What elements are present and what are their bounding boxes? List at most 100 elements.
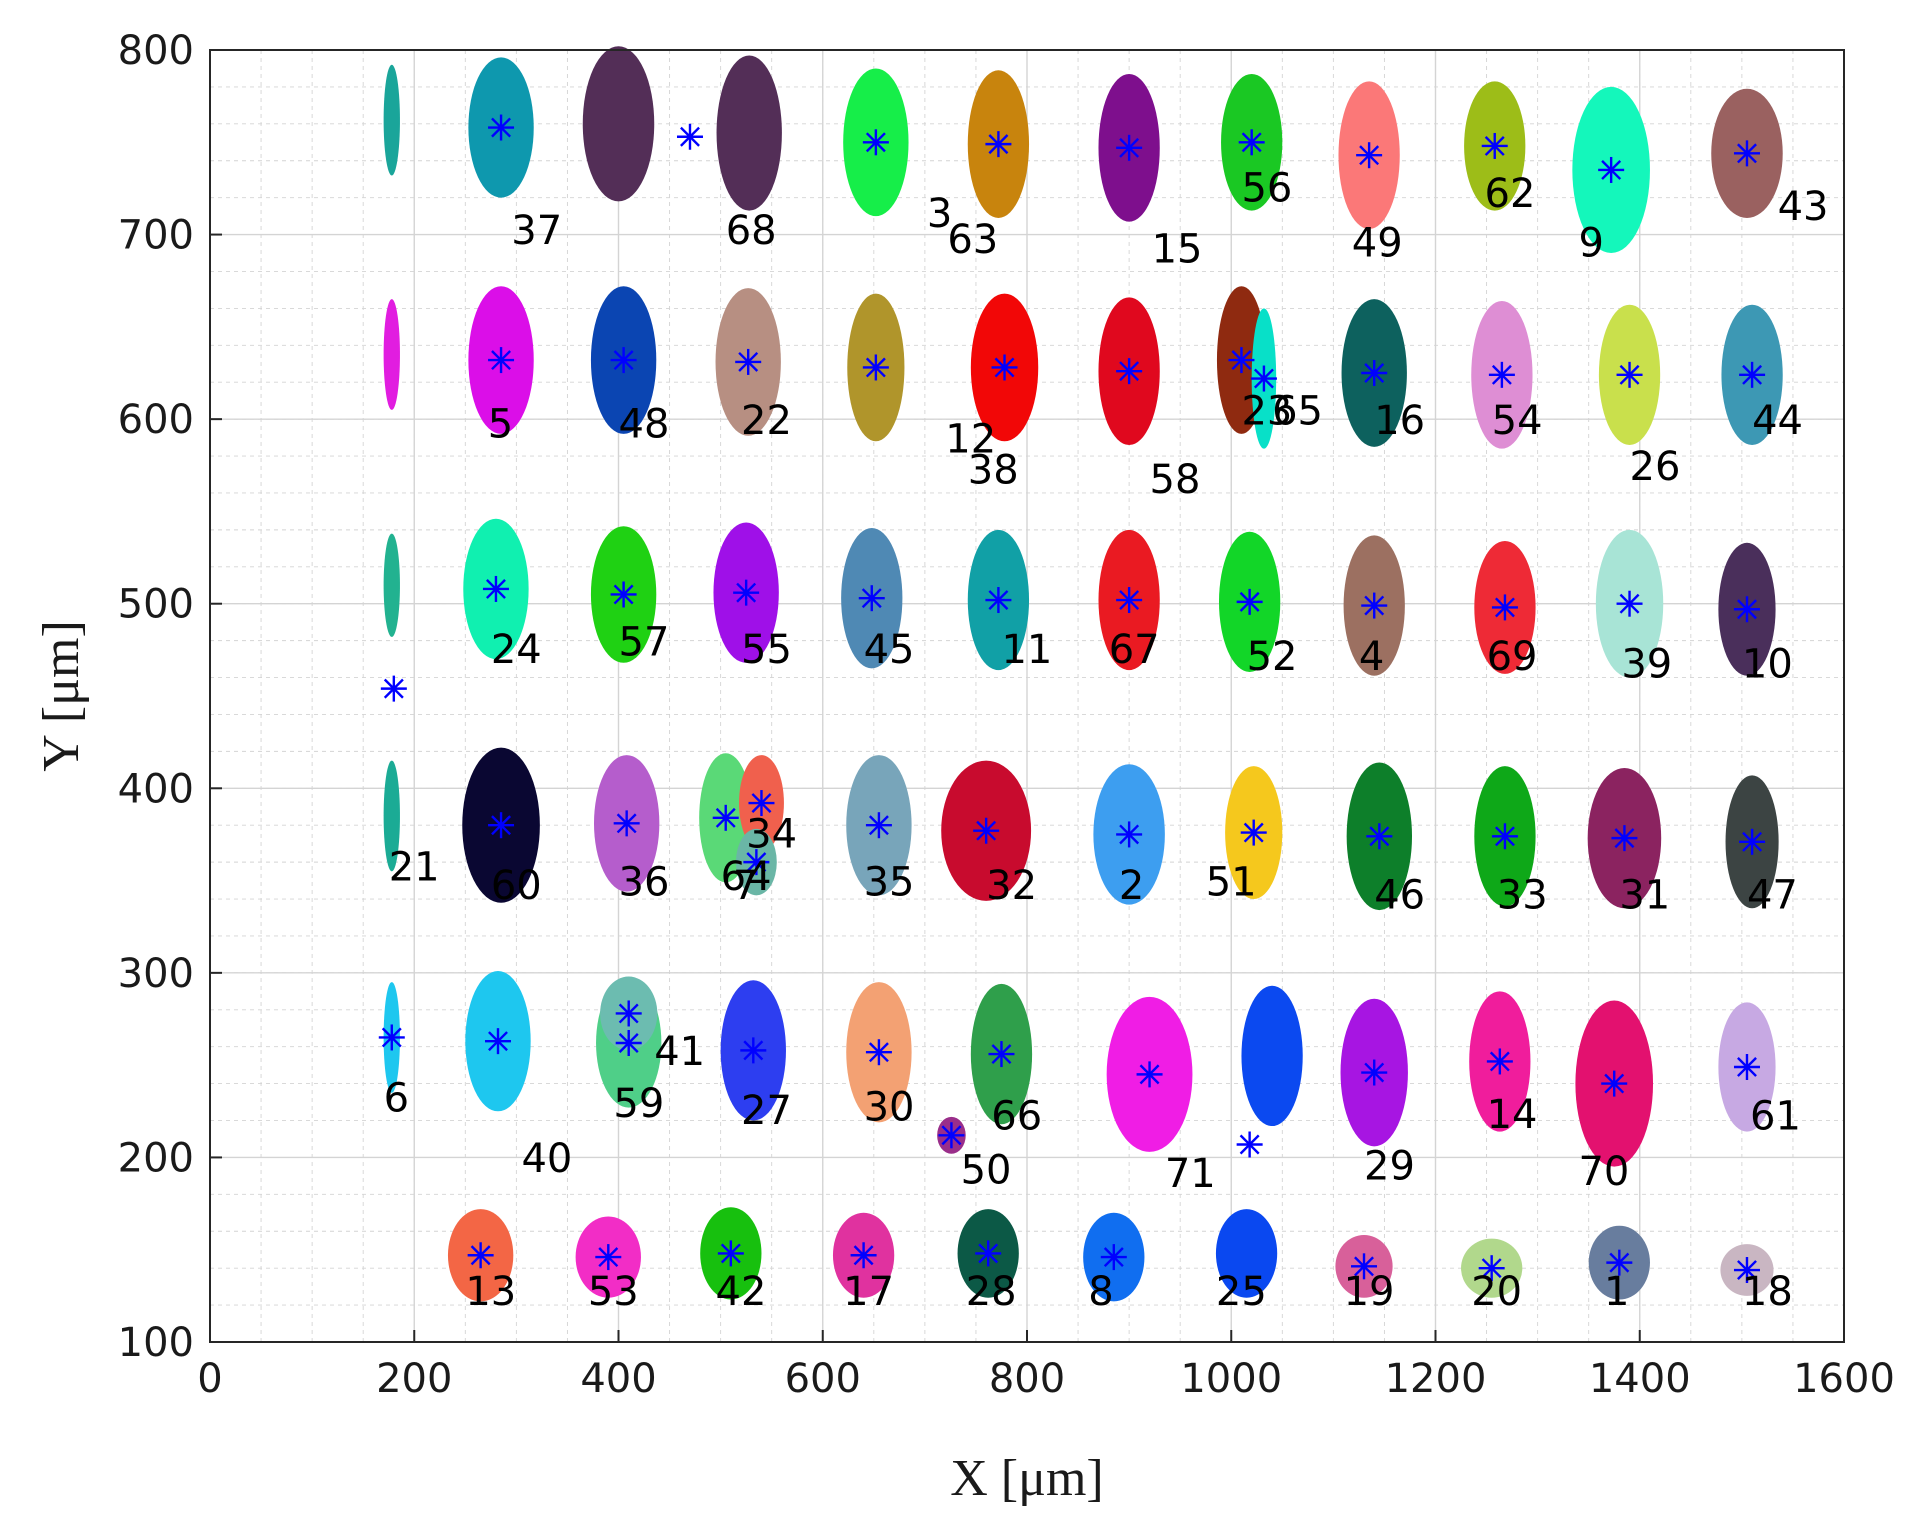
- cluster-label-52: 52: [1247, 634, 1298, 680]
- centroid-stroke: [1489, 1051, 1510, 1072]
- centroid-stroke: [680, 126, 700, 147]
- cluster-label-57: 57: [619, 619, 670, 665]
- cluster-label-14: 14: [1487, 1092, 1538, 1138]
- cluster-label-63: 63: [947, 217, 998, 263]
- centroid-stroke: [1609, 1252, 1630, 1273]
- centroid-stroke: [720, 1243, 741, 1264]
- centroid-marker-10: [1733, 596, 1760, 623]
- cluster-label-49: 49: [1352, 221, 1403, 267]
- centroid-stroke: [991, 1044, 1012, 1065]
- centroid-marker-66: [988, 1041, 1015, 1068]
- cluster-label-16: 16: [1374, 398, 1425, 444]
- centroid-stroke: [1737, 599, 1757, 620]
- cluster-label-35: 35: [864, 859, 915, 905]
- centroid-stroke: [746, 852, 767, 873]
- cluster-label-56: 56: [1241, 165, 1292, 211]
- centroid-marker-70: [1601, 1070, 1628, 1097]
- centroid-stroke: [994, 357, 1015, 378]
- cluster-label-39: 39: [1621, 642, 1672, 688]
- cluster-region-68b: [716, 55, 782, 211]
- centroid-marker-46: [1366, 823, 1393, 850]
- centroid-stroke: [1737, 1057, 1757, 1077]
- centroid-stroke: [1484, 136, 1505, 156]
- centroid-marker-69: [1491, 594, 1518, 621]
- centroid-stroke: [383, 678, 404, 699]
- x-axis-label: X [μm]: [950, 1450, 1104, 1507]
- centroid-stroke: [976, 820, 997, 841]
- centroid-marker-19: [1351, 1253, 1378, 1280]
- x-tick-label: 400: [580, 1356, 656, 1402]
- cluster-label-24: 24: [491, 627, 542, 673]
- centroid-stroke: [1491, 364, 1512, 385]
- x-tick-label: 1000: [1180, 1356, 1282, 1402]
- centroid-marker-41: [615, 1000, 642, 1027]
- cluster-label-61: 61: [1750, 1094, 1801, 1140]
- cluster-label-5: 5: [488, 402, 513, 448]
- centroid-marker-58: [1116, 358, 1143, 385]
- centroid-stroke: [1119, 137, 1140, 158]
- edge-cluster-sliver: [383, 299, 400, 410]
- centroid-marker-stray: [380, 675, 407, 702]
- centroid-stroke: [1601, 160, 1622, 180]
- centroid-marker-48: [610, 347, 637, 374]
- centroid-stroke: [618, 1033, 639, 1053]
- centroid-stroke: [1364, 1062, 1385, 1083]
- cluster-label-42: 42: [716, 1269, 767, 1315]
- centroid-stroke: [1494, 826, 1515, 847]
- centroid-marker-57: [610, 581, 637, 608]
- centroid-marker-6: [378, 1024, 405, 1051]
- cluster-label-32: 32: [986, 863, 1037, 909]
- cluster-label-53: 53: [588, 1269, 639, 1315]
- centroid-marker-15: [1116, 134, 1143, 161]
- centroid-marker-4: [1361, 592, 1388, 619]
- centroid-stroke: [1619, 364, 1640, 385]
- centroid-stroke: [613, 350, 634, 371]
- centroid-stroke: [491, 815, 512, 836]
- cluster-label-22: 22: [741, 398, 792, 444]
- cluster-label-58: 58: [1150, 457, 1201, 503]
- centroid-marker-40: [484, 1028, 511, 1055]
- centroid-marker-2: [1116, 821, 1143, 848]
- cluster-label-50: 50: [961, 1147, 1012, 1193]
- centroid-marker-14: [1486, 1048, 1513, 1075]
- cluster-label-23: 23: [1241, 389, 1292, 435]
- cluster-label-3: 3: [927, 191, 952, 237]
- centroid-stroke: [1241, 132, 1262, 153]
- cluster-region-21: [383, 760, 400, 872]
- cluster-label-34: 34: [746, 811, 797, 857]
- cluster-label-45: 45: [864, 627, 915, 673]
- x-tick-labels: 0 200 400 600 800 1000 1200 1400 1600: [197, 1330, 1895, 1402]
- centroid-stroke: [1364, 363, 1385, 383]
- centroid-stroke: [1737, 143, 1757, 164]
- centroid-stroke: [1369, 826, 1390, 847]
- cluster-label-48: 48: [619, 402, 670, 448]
- centroid-marker-18: [1733, 1257, 1760, 1284]
- centroid-stroke: [488, 1031, 508, 1052]
- centroid-stroke: [491, 117, 512, 138]
- centroid-markers: [378, 114, 1766, 1284]
- centroid-stroke: [738, 351, 759, 372]
- centroid-stroke: [613, 584, 634, 605]
- centroid-stroke: [865, 132, 886, 153]
- y-tick-labels: 100 200 300 400 500 600 700 800: [118, 28, 222, 1366]
- centroid-marker-23: [1228, 347, 1255, 374]
- centroid-stroke: [598, 1247, 619, 1268]
- cluster-label-47: 47: [1747, 872, 1798, 918]
- cluster-label-68: 68: [726, 208, 777, 254]
- centroid-stroke: [1619, 593, 1640, 614]
- centroid-marker-12: [862, 354, 889, 381]
- centroid-stroke: [616, 813, 637, 834]
- centroid-stroke: [868, 815, 889, 836]
- cluster-label-18: 18: [1742, 1269, 1793, 1315]
- centroid-marker-61: [1733, 1053, 1760, 1080]
- cluster-label-38: 38: [968, 448, 1019, 494]
- x-tick-label: 800: [989, 1356, 1065, 1402]
- centroid-stroke: [1354, 1256, 1374, 1277]
- centroid-marker-27: [740, 1037, 767, 1064]
- centroid-marker-32: [973, 817, 1000, 844]
- cluster-label-12: 12: [945, 416, 996, 462]
- centroid-stroke: [1139, 1064, 1160, 1085]
- centroid-marker-50: [938, 1122, 965, 1149]
- cluster-label-7: 7: [733, 863, 758, 909]
